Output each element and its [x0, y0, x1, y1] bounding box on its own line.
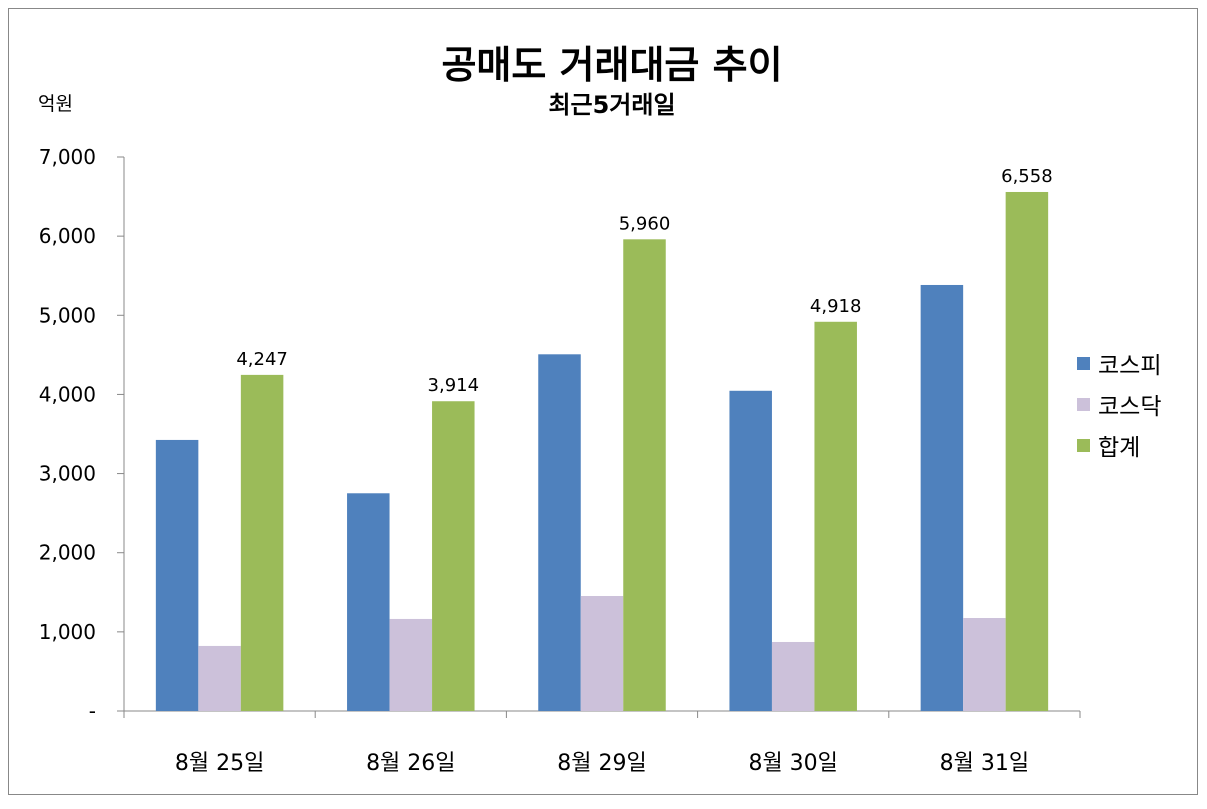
x-tick-label: 8월 31일 [940, 751, 1029, 776]
y-tick-label: 5,000 [39, 303, 96, 327]
data-label: 5,960 [619, 213, 671, 234]
bar-코스닥 [963, 618, 1006, 711]
bar-코스피 [347, 493, 390, 711]
bar-코스닥 [771, 641, 815, 711]
bar-코스닥 [389, 618, 433, 711]
y-tick-label: 4,000 [39, 382, 96, 406]
bar-코스피 [920, 284, 964, 711]
bar-코스피 [155, 439, 199, 711]
bar-코스피 [729, 390, 772, 711]
y-axis-label: 억원 [38, 93, 73, 115]
y-tick-label: 2,000 [39, 541, 96, 565]
bar-코스닥 [580, 596, 624, 711]
bar-합계 [814, 321, 857, 711]
data-label: 4,918 [810, 296, 862, 317]
data-label: 3,914 [428, 375, 480, 396]
legend-label: 코스피 [1098, 353, 1161, 379]
chart-title: 공매도 거래대금 추이 [441, 43, 782, 87]
bar-코스피 [538, 354, 581, 711]
y-tick-label: - [89, 699, 96, 723]
legend-label: 코스닥 [1098, 394, 1161, 420]
legend-swatch [1077, 357, 1090, 370]
bar-코스닥 [198, 645, 241, 711]
y-tick-label: 7,000 [39, 145, 96, 169]
x-tick-label: 8월 26일 [366, 751, 455, 776]
x-tick-label: 8월 30일 [748, 751, 837, 776]
legend-swatch [1077, 439, 1090, 452]
bar-합계 [1005, 191, 1049, 711]
bar-합계 [240, 374, 284, 711]
bar-합계 [623, 239, 666, 711]
chart-subtitle: 최근5거래일 [548, 91, 675, 119]
data-label: 4,247 [236, 349, 288, 370]
x-tick-label: 8월 25일 [175, 751, 264, 776]
y-tick-label: 3,000 [39, 462, 96, 486]
data-label: 6,558 [1001, 166, 1053, 187]
y-tick-label: 1,000 [39, 620, 96, 644]
x-tick-label: 8월 29일 [557, 751, 646, 776]
legend-label: 합계 [1098, 435, 1140, 461]
y-tick-label: 6,000 [39, 224, 96, 248]
bar-합계 [432, 401, 475, 711]
legend-swatch [1077, 398, 1090, 411]
